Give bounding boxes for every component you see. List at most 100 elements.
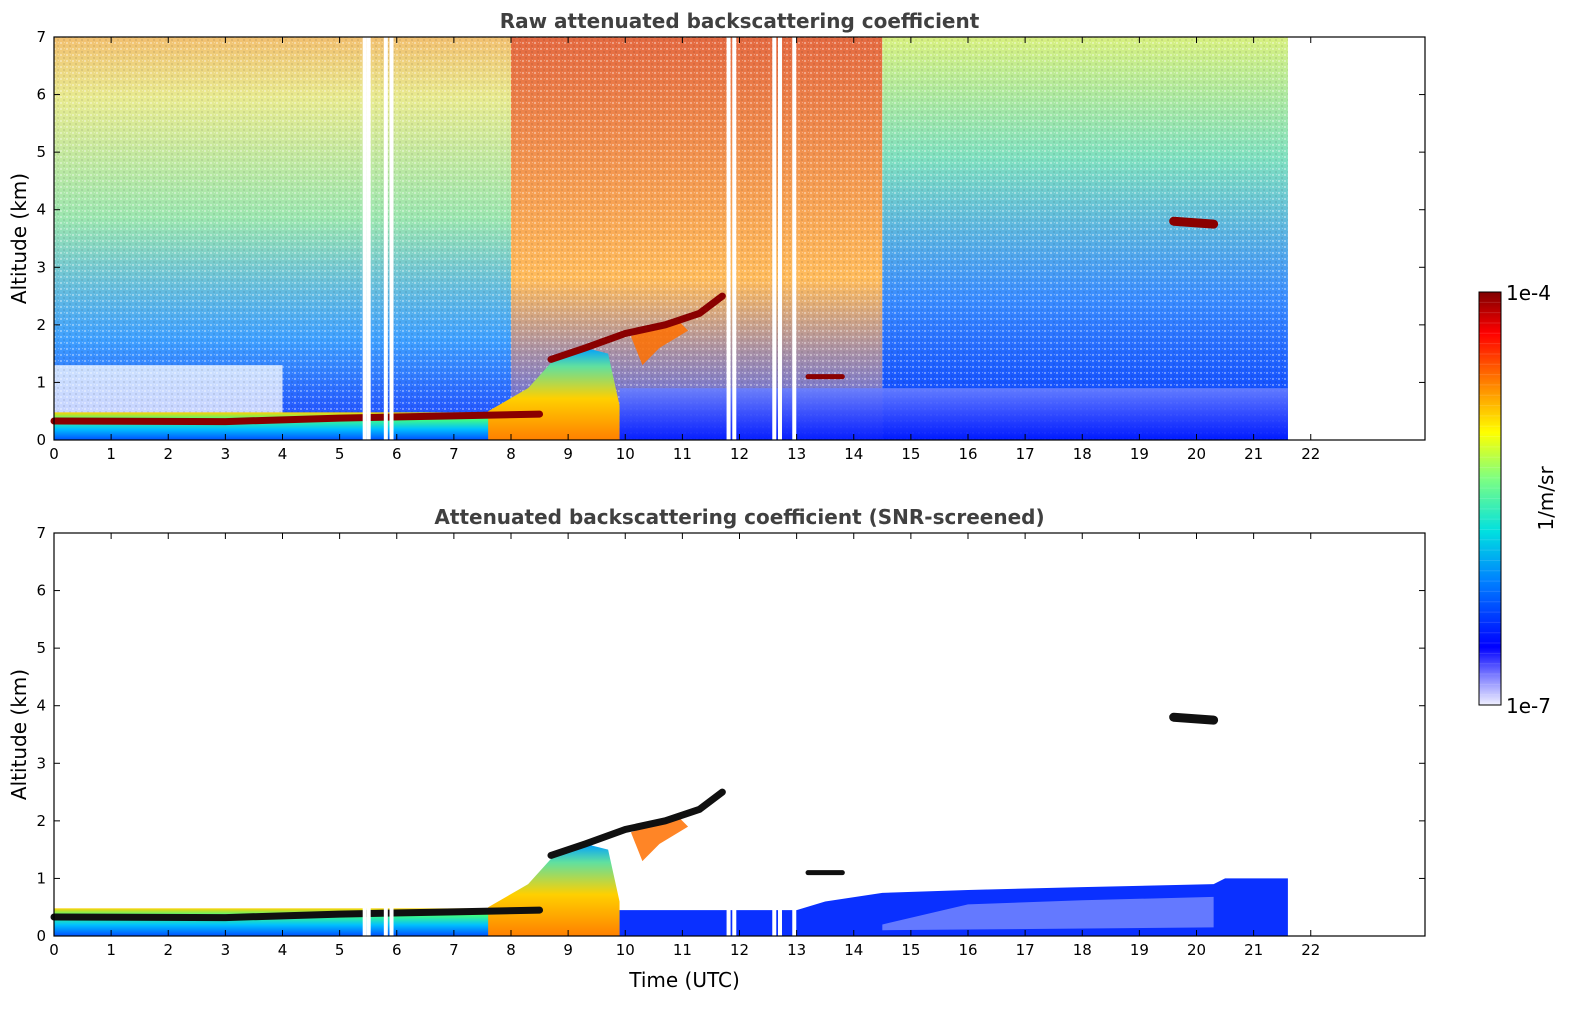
x-tick-label: 12 (730, 941, 749, 959)
missing-profile (772, 904, 777, 936)
x-tick-label: 8 (506, 445, 516, 463)
x-tick-label: 13 (787, 445, 806, 463)
y-tick-label: 6 (36, 582, 46, 600)
y-tick-label: 0 (36, 927, 46, 945)
x-tick-label: 18 (1073, 445, 1092, 463)
missing-profile (383, 37, 388, 440)
y-tick-label: 4 (36, 201, 46, 219)
x-tick-label: 4 (278, 445, 288, 463)
x-tick-label: 2 (163, 941, 173, 959)
x-tick-label: 19 (1130, 445, 1149, 463)
y-tick-label: 3 (36, 754, 46, 772)
y-tick-label: 7 (36, 28, 46, 46)
x-tick-label: 6 (392, 941, 402, 959)
missing-profile (792, 37, 797, 440)
y-tick-label: 0 (36, 431, 46, 449)
missing-profile (777, 904, 782, 936)
speckle (54, 37, 1288, 440)
colorbar: 1e-4 1e-7 1/m/sr (1478, 281, 1558, 718)
x-tick-label: 15 (901, 445, 920, 463)
missing-profile (366, 904, 371, 936)
convective-plume (630, 319, 689, 366)
x-tick-label: 14 (844, 445, 863, 463)
missing-profile (362, 904, 367, 936)
layer-boundary-layer-top (50, 410, 544, 426)
missing-profile (389, 904, 394, 936)
y-tick-label: 5 (36, 639, 46, 657)
y-axis-label: Altitude (km) (7, 173, 31, 304)
missing-profile (792, 904, 797, 936)
y-tick-label: 2 (36, 812, 46, 830)
x-tick-label: 2 (163, 445, 173, 463)
missing-profile (362, 37, 367, 440)
plot-area (54, 533, 1425, 936)
near-ground-signal (619, 388, 1288, 440)
x-tick-label: 13 (787, 941, 806, 959)
chart-title: Raw attenuated backscattering coefficien… (500, 9, 980, 33)
x-tick-label: 3 (221, 941, 231, 959)
x-tick-label: 5 (335, 445, 345, 463)
x-tick-label: 7 (449, 445, 459, 463)
y-axis-label: Altitude (km) (7, 669, 31, 800)
raw-panel: Raw attenuated backscattering coefficien… (7, 9, 1426, 463)
x-tick-label: 14 (844, 941, 863, 959)
x-tick-label: 10 (616, 941, 635, 959)
colorbar-max-label: 1e-4 (1506, 281, 1551, 305)
colorbar-unit-label: 1/m/sr (1534, 466, 1558, 531)
x-tick-label: 16 (958, 445, 977, 463)
x-tick-label: 4 (278, 941, 288, 959)
x-tick-label: 18 (1073, 941, 1092, 959)
x-tick-label: 11 (673, 941, 692, 959)
weak-signal (882, 896, 1214, 931)
x-tick-label: 20 (1187, 445, 1206, 463)
colorbar-frame (1478, 291, 1502, 706)
y-tick-label: 7 (36, 524, 46, 542)
missing-profile (777, 37, 782, 440)
missing-profile (726, 904, 731, 936)
y-tick-label: 4 (36, 697, 46, 715)
missing-profile (383, 904, 388, 936)
x-tick-label: 9 (563, 941, 573, 959)
convective-plume (630, 815, 689, 862)
layer-elevated-cloud (1169, 712, 1219, 725)
layer-rising-aerosol-layer (547, 292, 726, 363)
x-tick-label: 17 (1016, 941, 1035, 959)
x-tick-label: 22 (1301, 941, 1320, 959)
missing-profile (389, 37, 394, 440)
screened-panel: Attenuated backscattering coefficient (S… (7, 505, 1426, 992)
x-tick-label: 20 (1187, 941, 1206, 959)
colorbar-gradient (1479, 292, 1501, 705)
x-axis-label: Time (UTC) (628, 968, 740, 992)
x-tick-label: 7 (449, 941, 459, 959)
x-tick-label: 16 (958, 941, 977, 959)
colorbar-min-label: 1e-7 (1506, 694, 1551, 718)
missing-profile (726, 37, 731, 440)
y-tick-label: 6 (36, 86, 46, 104)
x-tick-label: 10 (616, 445, 635, 463)
x-tick-label: 1 (106, 941, 116, 959)
x-tick-label: 9 (563, 445, 573, 463)
x-tick-label: 22 (1301, 445, 1320, 463)
y-tick-label: 1 (36, 869, 46, 887)
chart-title: Attenuated backscattering coefficient (S… (434, 505, 1044, 529)
y-tick-label: 5 (36, 143, 46, 161)
x-tick-label: 1 (106, 445, 116, 463)
y-tick-label: 1 (36, 373, 46, 391)
missing-profile (732, 37, 737, 440)
y-tick-label: 3 (36, 258, 46, 276)
x-tick-label: 8 (506, 941, 516, 959)
x-tick-label: 19 (1130, 941, 1149, 959)
missing-profile (732, 904, 737, 936)
missing-profile (366, 37, 371, 440)
y-tick-label: 2 (36, 316, 46, 334)
x-tick-label: 17 (1016, 445, 1035, 463)
x-tick-label: 15 (901, 941, 920, 959)
x-tick-label: 3 (221, 445, 231, 463)
x-tick-label: 21 (1244, 445, 1263, 463)
layer-rising-aerosol-layer (547, 788, 726, 859)
x-tick-label: 11 (673, 445, 692, 463)
x-tick-label: 5 (335, 941, 345, 959)
x-tick-label: 0 (49, 445, 59, 463)
x-tick-label: 12 (730, 445, 749, 463)
